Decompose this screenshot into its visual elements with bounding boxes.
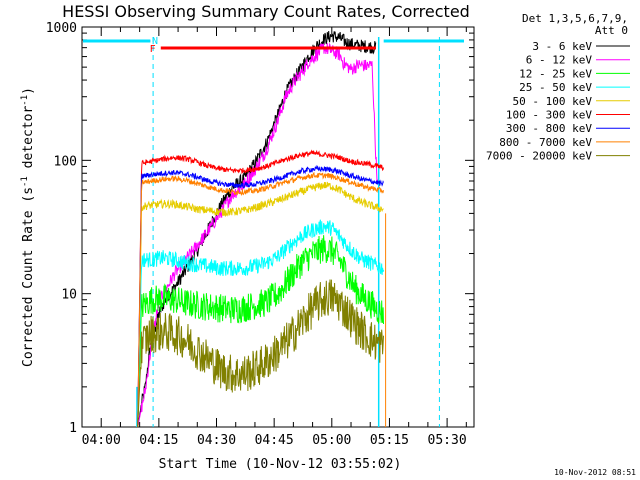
x-tick-label: 04:45 — [255, 433, 294, 448]
x-tick-label: 05:00 — [312, 433, 351, 448]
legend-label: 800 - 7000 keV — [499, 136, 592, 149]
x-tick-label: 04:00 — [82, 433, 121, 448]
footer-date: 10-Nov-2012 08:51 — [554, 468, 636, 477]
flag-label-n: N — [152, 36, 158, 47]
y-axis-label-mid: detector — [21, 106, 36, 177]
plot-frame — [81, 26, 475, 428]
legend-label: 50 - 100 keV — [513, 95, 593, 108]
axis-ticks — [82, 27, 474, 428]
legend-label: 6 - 12 keV — [526, 54, 593, 67]
x-tick-label: 04:30 — [197, 433, 236, 448]
legend-label: 12 - 25 keV — [519, 67, 592, 80]
series-line-6 — [137, 164, 384, 428]
x-tick-label: 05:15 — [370, 433, 409, 448]
series-line-7 — [137, 171, 384, 428]
flag-label-f: F — [150, 44, 156, 55]
y-axis-label-end: ) — [21, 87, 36, 95]
legend-label: 3 - 6 keV — [532, 40, 592, 53]
y-tick-label: 1 — [69, 421, 77, 436]
series-line-8 — [137, 279, 384, 428]
y-tick-label: 10 — [61, 288, 77, 303]
y-axis-label-exp1: -1 — [20, 176, 30, 187]
series-line-4 — [137, 181, 384, 428]
legend-header-line: Det 1,3,5,6,7,9, — [522, 12, 628, 25]
series-line-2 — [137, 235, 384, 428]
y-axis-label-base: Corrected Count Rate (s — [21, 187, 36, 367]
legend-label: 25 - 50 keV — [519, 81, 592, 94]
legend-label: 100 - 300 keV — [506, 109, 592, 122]
series-group — [137, 30, 384, 428]
chart-title: HESSI Observing Summary Count Rates, Cor… — [62, 2, 470, 21]
legend-header-line: Att 0 — [595, 24, 628, 37]
x-tick-labels: 04:00 04:15 04:30 04:45 05:00 05:15 05:30 — [82, 433, 467, 448]
y-tick-labels: 1 10 100 1000 — [46, 21, 77, 436]
series-line-5 — [137, 149, 384, 428]
legend-label: 300 - 800 keV — [506, 122, 592, 135]
x-tick-label: 05:30 — [428, 433, 467, 448]
flag-group: NF — [83, 36, 464, 55]
y-axis-label-exp2: -1 — [20, 95, 30, 106]
y-tick-label: 100 — [54, 154, 77, 169]
legend-label: 7000 - 20000 keV — [486, 150, 592, 163]
series-line-3 — [137, 219, 384, 428]
y-tick-label: 1000 — [46, 21, 77, 36]
x-axis-label: Start Time (10-Nov-12 03:55:02) — [159, 457, 402, 472]
y-axis-label: Corrected Count Rate (s-1 detector-1) — [20, 87, 36, 367]
attenuator-lines — [136, 37, 440, 427]
x-tick-label: 04:15 — [139, 433, 178, 448]
